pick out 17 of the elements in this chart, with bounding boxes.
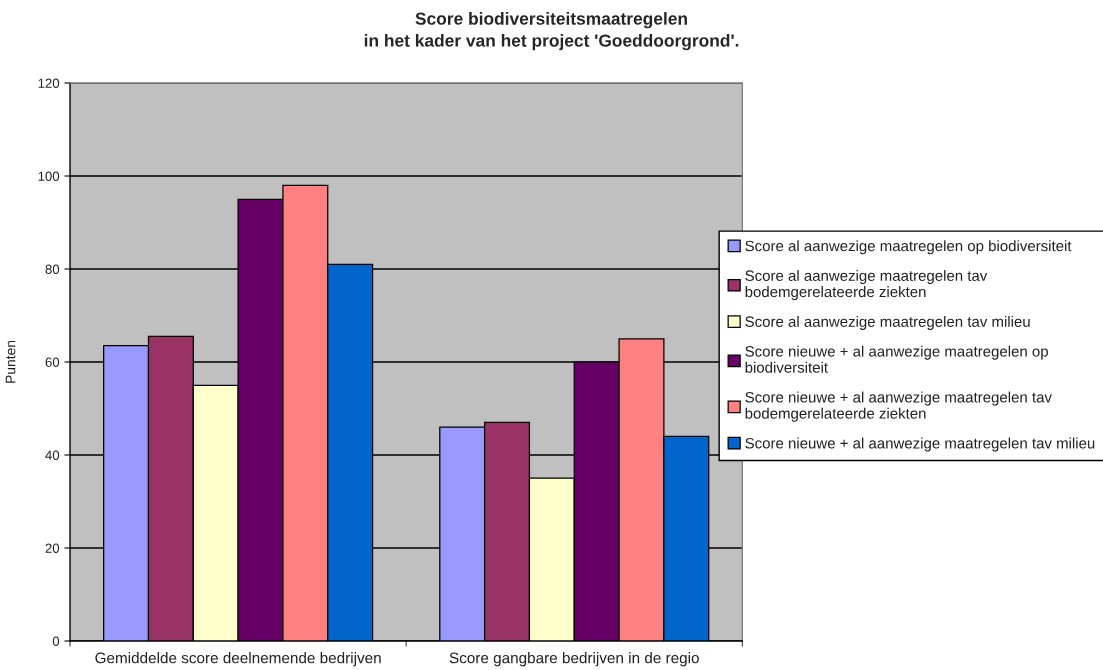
y-tick-label: 60 — [45, 357, 60, 367]
y-tick-label: 80 — [45, 264, 60, 274]
legend-label: Score al aanwezige maatregelen tav bodemgerelateerde ziekten — [745, 269, 988, 301]
y-axis-title: Punten — [5, 340, 16, 383]
y-tick-label: 100 — [38, 171, 60, 181]
y-tick-label: 0 — [52, 636, 60, 646]
legend-label: Score nieuwe + al aanwezige maatregelen tav bodemgerelateerde ziekten — [745, 391, 1052, 422]
legend-label: Score nieuwe + al aanwezige maatregelen tav milieu — [745, 437, 1095, 452]
y-tick-label: 20 — [45, 543, 60, 553]
legend-label: Score nieuwe + al aanwezige maatregelen op biodiversiteit — [745, 345, 1048, 373]
legend-label: Score al aanwezige maatregelen tav milieu — [745, 315, 1030, 330]
legend-label: Score al aanwezige maatregelen op biodiversiteit — [745, 240, 1072, 255]
y-tick-label: 40 — [45, 450, 60, 460]
x-tick-label: Score gangbare bedrijven in de regio — [449, 652, 699, 667]
y-tick-label: 120 — [38, 78, 60, 88]
chart-title: Score biodiversiteitsmaatregelen in het kader van het project 'Goeddoorgrond'. — [364, 12, 739, 51]
x-tick-label: Gemiddelde score deelnemende bedrijven — [95, 652, 381, 667]
